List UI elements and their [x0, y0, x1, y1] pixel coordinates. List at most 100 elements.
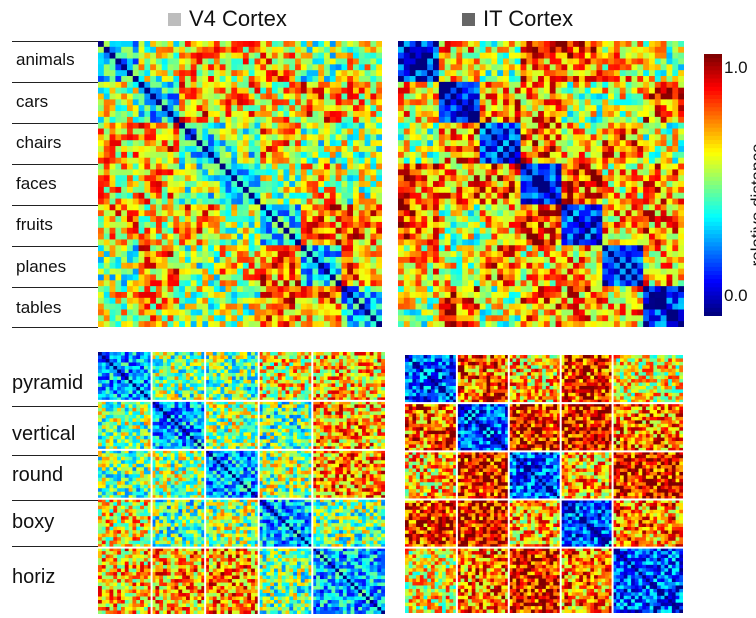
heatmap-cell [306, 210, 313, 217]
heatmap-cell [202, 245, 209, 252]
heatmap-cell [237, 151, 244, 159]
heatmap-cell [190, 122, 197, 129]
heatmap-cell [438, 204, 446, 211]
heatmap-cell [144, 128, 151, 135]
heatmap-cell [161, 256, 168, 264]
v4-title: V4 Cortex [168, 6, 287, 32]
heatmap-cell [479, 280, 486, 287]
heatmap-cell [538, 64, 545, 71]
heatmap-cell [491, 157, 498, 164]
heatmap-cell [666, 163, 673, 170]
heatmap-cell [625, 227, 632, 235]
heatmap-cell [364, 41, 371, 48]
heatmap-cell [300, 321, 308, 327]
heatmap-cell [473, 146, 481, 153]
heatmap-cell [144, 192, 151, 199]
heatmap-cell [173, 297, 180, 305]
heatmap-cell [613, 46, 621, 54]
heatmap-cell [520, 52, 527, 59]
heatmap-cell [549, 146, 556, 153]
heatmap-cell [248, 122, 255, 129]
heatmap-cell [140, 355, 145, 360]
heatmap-cell [438, 309, 446, 316]
heatmap-cell [208, 105, 215, 112]
heatmap-cell [654, 87, 662, 94]
heatmap-cell [109, 286, 116, 293]
heatmap-cell [219, 321, 226, 327]
heatmap-cell [121, 146, 128, 153]
heatmap-cell [353, 181, 360, 188]
heatmap-cell [231, 355, 237, 360]
heatmap-cell [353, 76, 360, 83]
heatmap-cell [538, 76, 545, 83]
heatmap-cell [427, 76, 434, 83]
heatmap-cell [324, 233, 331, 240]
heatmap-cell [289, 291, 296, 299]
heatmap-cell [300, 186, 308, 194]
heatmap-cell [341, 245, 348, 252]
heatmap-cell [672, 210, 679, 217]
heatmap-cell [295, 239, 302, 246]
heatmap-cell [370, 233, 377, 240]
heatmap-cell [596, 41, 603, 48]
heatmap-cell [619, 204, 627, 211]
heatmap-cell [126, 46, 134, 54]
heatmap-cell [179, 303, 186, 310]
heatmap-cell [98, 99, 105, 106]
heatmap-cell [358, 111, 366, 118]
heatmap-cell [346, 352, 351, 356]
heatmap-cell [678, 99, 684, 106]
heatmap-cell [335, 169, 342, 176]
heatmap-cell [324, 315, 331, 322]
heatmap-cell [213, 146, 221, 153]
heatmap-cell [520, 286, 527, 293]
heatmap-cell [485, 221, 492, 229]
heatmap-cell [289, 99, 296, 106]
heatmap-cell [202, 186, 209, 194]
heatmap-cell [637, 291, 644, 299]
heatmap-cell [444, 309, 451, 316]
heatmap-cell [190, 93, 197, 100]
heatmap-cell [508, 46, 516, 54]
heatmap-cell [178, 355, 183, 360]
heatmap-cell [444, 134, 451, 141]
heatmap-cell [312, 268, 319, 275]
heatmap-cell [126, 286, 134, 293]
heatmap-cell [538, 111, 545, 118]
heatmap-cell [213, 192, 221, 199]
heatmap-cell [271, 274, 279, 281]
heatmap-cell [358, 76, 366, 83]
heatmap-cell [369, 355, 374, 360]
heatmap-cell [573, 286, 580, 293]
heatmap-cell [202, 192, 209, 199]
heatmap-cell [648, 245, 656, 252]
heatmap-cell [318, 221, 325, 229]
heatmap-cell [398, 128, 405, 135]
heatmap-cell [341, 105, 348, 112]
heatmap-cell [155, 134, 163, 141]
heatmap-cell [138, 116, 145, 124]
heatmap-cell [532, 303, 539, 310]
heatmap-cell [648, 221, 656, 229]
heatmap-cell [473, 280, 481, 287]
heatmap-cell [421, 111, 428, 118]
heatmap-cell [637, 245, 644, 252]
heatmap-cell [248, 52, 255, 59]
heatmap-cell [277, 274, 284, 281]
heatmap-cell [567, 204, 574, 211]
heatmap-cell [637, 280, 644, 287]
heatmap-cell [237, 297, 244, 305]
heatmap-cell [103, 76, 110, 83]
heatmap-cell [450, 181, 457, 188]
heatmap-cell [631, 297, 638, 305]
heatmap-cell [456, 41, 463, 48]
heatmap-cell [126, 105, 134, 112]
heatmap-cell [619, 268, 627, 275]
heatmap-cell [300, 192, 308, 199]
heatmap-cell [409, 87, 416, 94]
heatmap-cell [409, 128, 416, 135]
heatmap-cell [438, 151, 446, 159]
heatmap-cell [150, 256, 157, 264]
heatmap-cell [555, 41, 562, 48]
heatmap-cell [202, 122, 209, 129]
